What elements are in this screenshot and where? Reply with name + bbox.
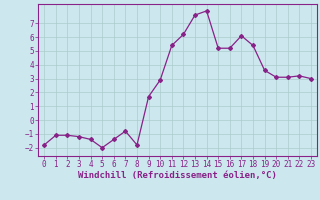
X-axis label: Windchill (Refroidissement éolien,°C): Windchill (Refroidissement éolien,°C): [78, 171, 277, 180]
